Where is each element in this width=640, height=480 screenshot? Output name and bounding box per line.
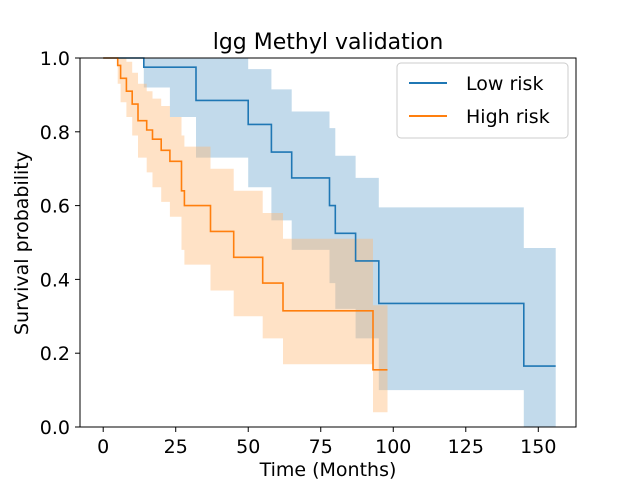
legend-frame <box>396 62 569 139</box>
axes-frame <box>79 57 577 428</box>
legend-label-low-risk: Low risk <box>466 73 543 95</box>
legend: Low risk High risk <box>396 62 569 139</box>
x-axis-label: Time (Months) <box>259 459 397 480</box>
x-tick-label: 50 <box>236 436 260 458</box>
legend-label-high-risk: High risk <box>466 106 550 128</box>
y-tick-label: 0.8 <box>40 122 70 144</box>
axes: 0 25 50 75 100 125 150 0.0 0.2 0.4 0.6 0.8 1.0 <box>40 48 577 458</box>
ci-band-high-risk <box>103 58 388 413</box>
x-tick-label: 125 <box>448 436 484 458</box>
ci-band-low-risk <box>103 58 556 427</box>
y-tick-label: 0.6 <box>40 196 70 218</box>
y-tick-label: 0.2 <box>40 343 70 365</box>
chart-title: lgg Methyl validation <box>213 30 444 55</box>
survival-line-high-risk <box>103 57 388 371</box>
survival-line-low-risk <box>103 57 556 367</box>
y-tick-label: 0.0 <box>40 417 70 439</box>
x-tick-label: 100 <box>375 436 411 458</box>
x-tick-label: 150 <box>520 436 556 458</box>
y-axis-label: Survival probability <box>11 151 33 335</box>
plot-area <box>103 57 556 427</box>
x-tick-label: 25 <box>164 436 188 458</box>
x-tick-label: 0 <box>97 436 109 458</box>
x-tick-label: 75 <box>309 436 333 458</box>
y-tick-label: 0.4 <box>40 269 70 291</box>
y-tick-label: 1.0 <box>40 48 70 70</box>
